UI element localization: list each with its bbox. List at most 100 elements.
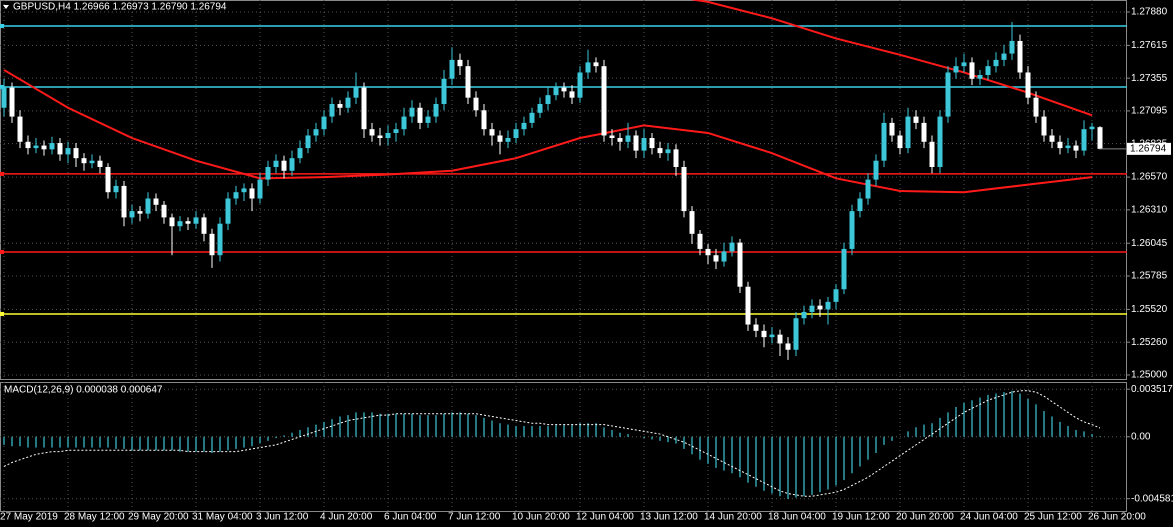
candle-body: [761, 330, 767, 338]
candle-body: [977, 74, 983, 79]
y-tick-label: 1.25785: [1131, 271, 1168, 282]
candle-body: [681, 166, 687, 212]
candle-body: [161, 204, 167, 218]
candle-body: [601, 66, 607, 136]
candle-body: [457, 59, 463, 67]
candle-body: [41, 145, 47, 150]
candle-body: [873, 160, 879, 180]
candle-body: [385, 132, 391, 139]
candle-body: [265, 166, 271, 180]
candle-body: [753, 324, 759, 331]
x-tick-label: 14 Jun 20:00: [704, 512, 762, 523]
candle-body: [1041, 116, 1047, 136]
candle-body: [105, 166, 111, 193]
y-tick-label: 1.25000: [1131, 370, 1168, 381]
candle-body: [209, 233, 215, 256]
level-anchor: [0, 84, 4, 89]
candle-body: [49, 143, 55, 150]
candle-body: [409, 107, 415, 117]
candle-body: [361, 87, 367, 130]
candle-body: [665, 149, 671, 154]
candle-body: [849, 211, 855, 249]
candle-body: [97, 160, 103, 167]
candle-body: [305, 135, 311, 149]
candle-body: [777, 334, 783, 344]
candle-body: [713, 255, 719, 262]
x-tick-label: 31 May 04:00: [192, 512, 253, 523]
y-tick-label: -0.004581: [1131, 493, 1173, 504]
candle-body: [217, 223, 223, 256]
candle-body: [905, 116, 911, 149]
y-tick-label: 0.003517: [1131, 384, 1173, 395]
candle-body: [377, 135, 383, 139]
candle-body: [177, 221, 183, 227]
candle-body: [689, 211, 695, 234]
candle-body: [633, 135, 639, 151]
candle-body: [425, 116, 431, 123]
candle-body: [25, 141, 31, 149]
candle-body: [745, 286, 751, 325]
candle-body: [969, 62, 975, 79]
candle-body: [961, 62, 967, 67]
y-tick-label: 1.26570: [1131, 172, 1168, 183]
candle-body: [785, 343, 791, 350]
x-tick-label: 4 Jun 20:00: [320, 512, 373, 523]
candle-body: [33, 145, 39, 149]
y-tick-label: 1.26310: [1131, 204, 1168, 215]
candle-body: [1097, 127, 1103, 149]
symbol-menu-icon[interactable]: [3, 5, 9, 9]
x-tick-label: 26 Jun 20:00: [1088, 512, 1146, 523]
candle-body: [1033, 97, 1039, 117]
candle-body: [817, 305, 823, 310]
candle-body: [929, 141, 935, 167]
candle-body: [337, 103, 343, 108]
candle-body: [1089, 126, 1095, 130]
signal-line: [3, 390, 1101, 497]
candle-body: [697, 233, 703, 249]
x-tick-label: 24 Jun 04:00: [960, 512, 1018, 523]
candle-body: [769, 334, 775, 338]
candle-body: [1025, 72, 1031, 98]
candle-body: [801, 311, 807, 319]
candle-body: [401, 116, 407, 130]
level-anchor: [0, 311, 4, 316]
candle-body: [353, 87, 359, 98]
level-anchor: [0, 171, 4, 176]
x-tick-label: 10 Jun 20:00: [512, 512, 570, 523]
candle-body: [833, 289, 839, 302]
candle-body: [225, 198, 231, 224]
x-tick-label: 13 Jun 12:00: [640, 512, 698, 523]
candle-body: [497, 135, 503, 142]
main-panel-frame: [0, 0, 1127, 380]
candle-body: [521, 122, 527, 130]
candle-body: [649, 138, 655, 149]
y-tick-label: 0.00: [1131, 431, 1151, 442]
candle-body: [289, 158, 295, 171]
candle-body: [545, 95, 551, 104]
x-tick-label: 19 Jun 12:00: [832, 512, 890, 523]
x-tick-label: 27 May 2019: [0, 512, 58, 523]
candle-body: [89, 160, 95, 164]
candle-body: [937, 116, 943, 167]
candle-body: [585, 62, 591, 73]
candle-body: [705, 248, 711, 256]
candle-body: [1049, 135, 1055, 142]
candle-body: [417, 107, 423, 123]
candle-body: [881, 122, 887, 161]
candle-body: [9, 87, 15, 117]
candle-body: [513, 129, 519, 139]
candle-body: [737, 242, 743, 287]
candle-body: [249, 188, 255, 199]
candle-body: [953, 66, 959, 73]
x-tick-label: 6 Jun 04:00: [384, 512, 437, 523]
candle-body: [897, 135, 903, 149]
y-tick-label: 1.25520: [1131, 304, 1168, 315]
candle-body: [73, 148, 79, 159]
candle-body: [1, 87, 7, 108]
candle-body: [729, 242, 735, 252]
candle-body: [433, 103, 439, 117]
x-tick-label: 3 Jun 12:00: [256, 512, 309, 523]
candle-body: [913, 116, 919, 123]
